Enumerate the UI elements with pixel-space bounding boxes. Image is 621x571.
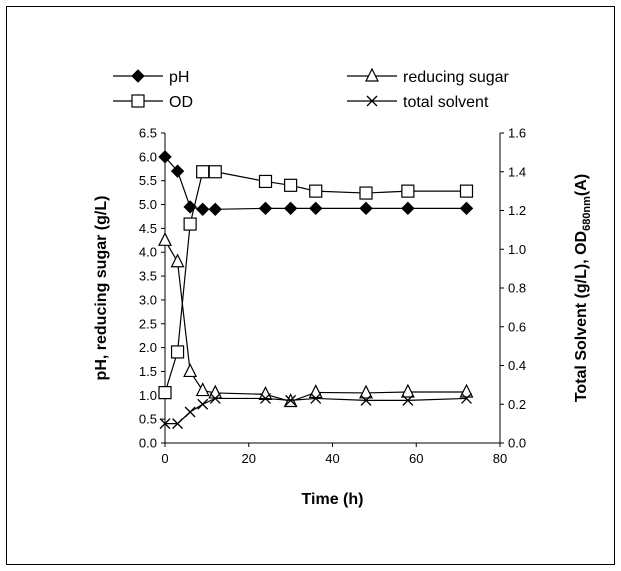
legend-label: OD [169, 94, 193, 111]
x-marker [310, 392, 322, 404]
legend-item-reducing-sugar: reducing sugar [347, 67, 510, 86]
series-line [164, 240, 467, 403]
y-axis-right-title-subscript: 680nm [581, 196, 593, 231]
square-marker [401, 184, 415, 198]
triangle-marker [365, 67, 379, 82]
series-reducing-sugar [158, 231, 474, 408]
x-marker [402, 394, 414, 406]
y-right-tick-label: 0.8 [508, 281, 526, 296]
y-left-tick-label: 5.5 [139, 173, 157, 188]
diamond-marker [170, 164, 185, 178]
y-right-tick-label: 1.4 [508, 164, 526, 179]
square-marker [196, 165, 210, 179]
series-line [165, 397, 467, 425]
x-marker [461, 392, 472, 404]
diamond-marker [283, 201, 298, 216]
y-axis-left-title: pH, reducing sugar (g/L) [93, 196, 110, 381]
x-marker [260, 392, 271, 404]
square-marker [284, 178, 298, 192]
series-line [164, 156, 467, 210]
chart-frame [6, 6, 615, 565]
y-left-tick-label: 4.0 [139, 245, 157, 260]
diamond-marker [309, 201, 323, 216]
x-marker [360, 394, 372, 406]
square-marker [158, 386, 172, 400]
triangle-marker [195, 382, 210, 397]
y-right-tick-label: 1.0 [508, 242, 526, 257]
series-pH [158, 150, 474, 217]
axis-titles: Time (h) pH, reducing sugar (g/L) Total … [93, 174, 593, 508]
square-marker [359, 186, 373, 200]
legend-label: total solvent [403, 94, 489, 111]
x-marker [285, 394, 297, 406]
diamond-marker [158, 150, 172, 164]
x-marker [172, 418, 184, 430]
y-right-tick-label: 0.2 [508, 397, 526, 412]
y-right-tick-label: 1.2 [508, 203, 526, 218]
triangle-marker [158, 231, 172, 246]
x-tick-label: 20 [242, 451, 256, 466]
diamond-marker [195, 202, 210, 217]
diamond-marker [131, 69, 145, 83]
square-marker [131, 94, 145, 108]
x-axis-title: Time (h) [302, 491, 364, 508]
square-marker [183, 217, 197, 231]
legend-item-total-solvent: total solvent [347, 94, 489, 111]
series-OD [158, 165, 474, 400]
square-marker [459, 184, 474, 198]
triangle-marker [183, 363, 198, 378]
y-left-tick-label: 4.5 [139, 221, 157, 236]
triangle-marker [400, 383, 415, 398]
x-tick-label: 60 [409, 451, 423, 466]
y-right-tick-label: 0.0 [508, 436, 526, 451]
y-axis-right-title-prefix: Total Solvent (g/L), OD [573, 231, 590, 402]
x-marker [159, 418, 171, 430]
x-tick-label: 40 [325, 451, 339, 466]
x-marker [366, 95, 378, 107]
y-right-tick-label: 1.6 [508, 126, 526, 141]
series-layer [158, 150, 474, 430]
triangle-marker [170, 253, 185, 268]
diamond-marker [359, 201, 373, 216]
square-marker [258, 174, 273, 189]
y-axis-right-title: Total Solvent (g/L), OD680nm(A) [573, 174, 593, 402]
triangle-marker [459, 383, 474, 398]
y-left-tick-label: 3.0 [139, 292, 157, 307]
diamond-marker [258, 201, 273, 216]
y-left-tick-label: 2.5 [139, 316, 157, 331]
x-tick-label: 0 [161, 451, 168, 466]
y-left-tick-label: 0.5 [139, 412, 157, 427]
square-marker [208, 165, 222, 179]
triangle-marker [308, 384, 323, 399]
square-marker [170, 345, 185, 359]
legend-label: reducing sugar [403, 69, 510, 86]
x-tick-label: 80 [493, 451, 507, 466]
y-axis-right-title-suffix: (A) [573, 174, 590, 196]
square-marker [309, 184, 323, 198]
y-left-tick-label: 1.5 [139, 364, 157, 379]
y-left-tick-label: 5.0 [139, 197, 157, 212]
diamond-marker [401, 201, 415, 216]
y-left-tick-label: 6.0 [139, 149, 157, 164]
legend-item-OD: OD [113, 94, 193, 111]
diamond-marker [208, 202, 222, 217]
x-marker [184, 406, 196, 418]
y-left-tick-label: 1.0 [139, 388, 157, 403]
y-left-tick-label: 0.0 [139, 436, 157, 451]
x-marker [197, 398, 209, 410]
legend-item-pH: pH [113, 69, 189, 86]
legend-label: pH [169, 69, 189, 86]
y-left-tick-label: 3.5 [139, 269, 157, 284]
y-left-tick-label: 6.5 [139, 126, 157, 141]
y-right-tick-label: 0.6 [508, 319, 526, 334]
legend: pH reducing sugar OD total solvent [113, 67, 510, 111]
y-left-tick-label: 2.0 [139, 340, 157, 355]
series-total-solvent [159, 392, 472, 430]
x-marker [209, 392, 221, 404]
triangle-marker [359, 384, 373, 399]
y-right-tick-label: 0.4 [508, 358, 526, 373]
diamond-marker [459, 201, 474, 216]
